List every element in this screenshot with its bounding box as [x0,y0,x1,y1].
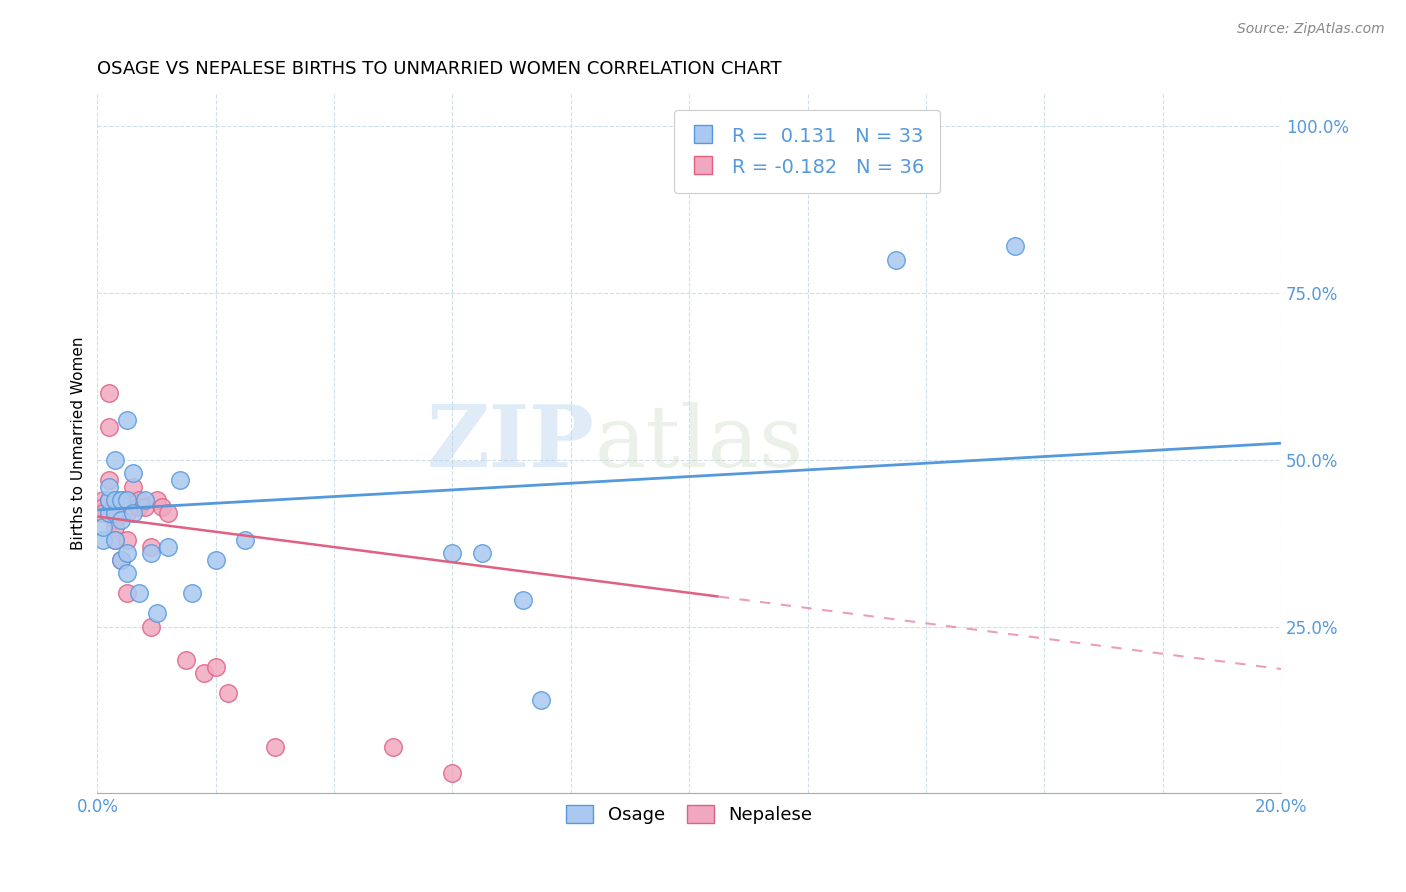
Text: Source: ZipAtlas.com: Source: ZipAtlas.com [1237,22,1385,37]
Point [104,506,127,520]
Point [110,553,132,567]
Point [512,593,534,607]
Point [530,693,553,707]
Point [104,513,127,527]
Point [104,519,127,533]
Point [134,492,156,507]
Text: OSAGE VS NEPALESE BIRTHS TO UNMARRIED WOMEN CORRELATION CHART: OSAGE VS NEPALESE BIRTHS TO UNMARRIED WO… [97,60,782,78]
Point [441,546,464,560]
Point [115,533,138,547]
Point [115,506,138,520]
Point [91,500,114,514]
Point [98,492,121,507]
Point [110,492,132,507]
Point [1004,239,1026,253]
Point [471,546,494,560]
Point [104,500,127,514]
Point [382,739,405,754]
Point [115,566,138,581]
Point [98,479,121,493]
Point [157,506,180,520]
Point [115,413,138,427]
Point [91,506,114,520]
Point [98,419,121,434]
Point [121,479,143,493]
Point [139,540,162,554]
Point [91,519,114,533]
Point [145,492,167,507]
Point [441,766,464,780]
Text: atlas: atlas [595,401,804,484]
Point [91,492,114,507]
Point [115,492,138,507]
Point [104,533,127,547]
Point [152,500,174,514]
Point [115,546,138,560]
Point [128,500,150,514]
Point [104,453,127,467]
Point [115,492,138,507]
Point [217,686,239,700]
Point [115,500,138,514]
Point [121,467,143,481]
Point [98,506,121,520]
Point [139,619,162,633]
Point [104,533,127,547]
Point [115,586,138,600]
Point [110,492,132,507]
Point [110,500,132,514]
Legend: Osage, Nepalese: Osage, Nepalese [557,796,821,833]
Point [128,586,150,600]
Point [98,386,121,401]
Point [193,666,215,681]
Point [110,513,132,527]
Point [121,506,143,520]
Point [139,546,162,560]
Point [174,653,197,667]
Point [98,492,121,507]
Point [134,500,156,514]
Point [169,473,191,487]
Point [91,533,114,547]
Point [233,533,256,547]
Text: ZIP: ZIP [426,401,595,485]
Point [128,492,150,507]
Point [157,540,180,554]
Point [204,553,226,567]
Point [104,506,127,520]
Y-axis label: Births to Unmarried Women: Births to Unmarried Women [72,336,86,550]
Point [181,586,204,600]
Point [98,473,121,487]
Point [145,607,167,621]
Point [110,553,132,567]
Point [264,739,287,754]
Point [884,252,907,267]
Point [104,492,127,507]
Point [204,659,226,673]
